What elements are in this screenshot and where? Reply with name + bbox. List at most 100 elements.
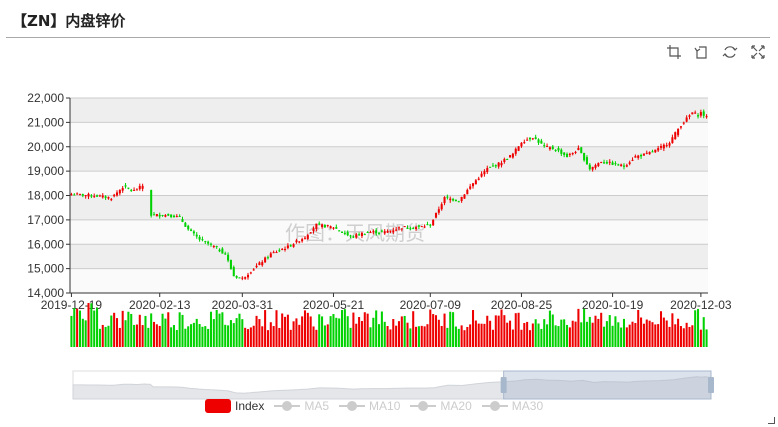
candle-body <box>332 227 335 229</box>
volume-bar <box>124 320 127 347</box>
volume-bar <box>184 328 187 347</box>
volume-bar <box>195 318 198 347</box>
volume-bar <box>614 316 617 347</box>
candle-body <box>121 188 124 191</box>
legend-item-ma30[interactable]: MA30 <box>481 399 543 413</box>
volume-bar <box>597 318 600 347</box>
volume-bar <box>192 322 195 347</box>
grid-band <box>70 98 708 123</box>
watermark: 作图：天风期货 <box>285 221 425 245</box>
candle-body <box>642 153 645 156</box>
candle-body <box>241 277 244 279</box>
volume-bar <box>249 327 252 347</box>
candle-body <box>469 186 472 189</box>
volume-bar <box>486 315 489 347</box>
legend-item-ma10[interactable]: MA10 <box>339 399 400 413</box>
volume-bar <box>150 313 153 347</box>
candle-body <box>118 189 121 194</box>
grid-band <box>70 171 708 196</box>
candle-body <box>172 215 175 218</box>
candle-body <box>195 234 198 237</box>
volume-bar <box>415 326 418 347</box>
volume-bar <box>548 310 551 347</box>
candle-body <box>266 257 269 259</box>
volume-bar <box>130 313 133 347</box>
volume-bar <box>551 314 554 347</box>
candle-body <box>674 132 677 140</box>
volume-bar <box>264 310 267 347</box>
candle-body <box>454 199 457 201</box>
candle-body <box>138 185 141 190</box>
candle-body <box>514 148 517 154</box>
candle-body <box>685 117 688 122</box>
candle-body <box>204 241 207 243</box>
volume-bar <box>452 312 455 347</box>
candle-body <box>303 237 307 239</box>
candle-body <box>452 199 455 201</box>
resize-handle[interactable] <box>768 417 775 424</box>
volume-bar <box>201 326 204 347</box>
legend-item-ma5[interactable]: MA5 <box>274 399 329 413</box>
volume-bar <box>443 313 446 347</box>
candle-body <box>190 229 193 231</box>
candle-body <box>346 232 349 236</box>
candle-body <box>101 195 104 198</box>
restore-icon[interactable] <box>722 44 738 60</box>
volume-bar <box>395 325 398 347</box>
candle-body <box>500 162 503 166</box>
volume-bar <box>565 324 569 347</box>
candle-body <box>215 246 218 248</box>
volume-bar <box>221 312 224 347</box>
candle-body <box>426 224 429 226</box>
candle-body <box>574 151 577 153</box>
candle-body <box>420 226 423 228</box>
candle-body <box>622 165 626 167</box>
candle-body <box>301 239 304 242</box>
volume-bar <box>509 320 512 347</box>
volume-bar <box>437 319 440 347</box>
candle-body <box>321 224 324 228</box>
volume-bar <box>318 314 321 347</box>
volume-bar <box>246 329 250 347</box>
candle-body <box>372 231 375 233</box>
candle-body <box>460 196 463 201</box>
candle-body <box>76 193 79 195</box>
volume-bar <box>104 326 107 347</box>
candle-body <box>298 241 301 243</box>
legend-marker-ma30 <box>481 399 508 413</box>
candle-body <box>682 122 685 124</box>
legend-item-index[interactable]: Index <box>205 399 264 413</box>
candle-body <box>591 166 594 170</box>
candle-body <box>360 233 363 237</box>
candle-body <box>580 147 583 154</box>
candle-body <box>409 228 412 230</box>
candle-body <box>329 226 332 229</box>
volume-bar <box>457 328 460 347</box>
legend-item-ma20[interactable]: MA20 <box>410 399 472 413</box>
candle-body <box>289 245 292 247</box>
candle-body <box>491 165 494 167</box>
zoom-selection[interactable] <box>503 370 712 400</box>
volume-bar <box>155 324 158 347</box>
volume-bar <box>138 314 141 347</box>
x-tick-label: 2020-05-21 <box>303 298 365 312</box>
zoom-handle-left[interactable] <box>500 377 507 393</box>
candle-body <box>671 137 674 144</box>
volume-bar <box>603 326 606 347</box>
zoom-reset-icon[interactable] <box>694 44 710 60</box>
x-tick-label: 2020-03-31 <box>212 298 274 312</box>
candle-body <box>554 149 557 151</box>
candle-body <box>548 147 551 150</box>
volume-bar <box>170 327 173 347</box>
volume-bar <box>369 327 372 347</box>
volume-bar <box>554 325 557 347</box>
volume-bar <box>563 319 566 347</box>
volume-bar <box>238 313 241 347</box>
volume-bar <box>70 315 73 347</box>
zoom-handle-right[interactable] <box>708 377 714 393</box>
candle-body <box>349 235 352 237</box>
zoom-icon[interactable] <box>666 44 682 60</box>
candle-body <box>281 249 284 251</box>
volume-bar <box>113 312 116 347</box>
save-image-icon[interactable] <box>750 44 766 60</box>
